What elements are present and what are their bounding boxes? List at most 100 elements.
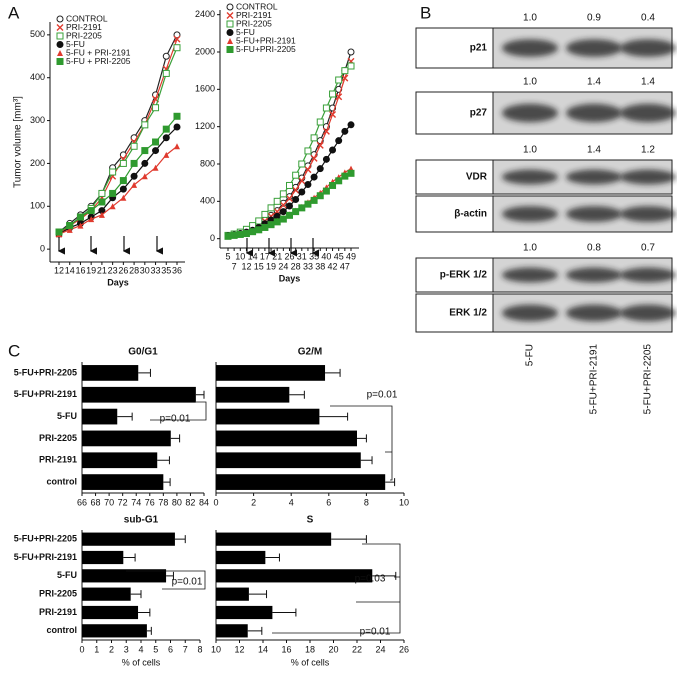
point	[226, 20, 234, 28]
point	[131, 181, 138, 188]
bar	[216, 408, 320, 425]
point	[310, 173, 318, 181]
error-bar	[331, 535, 367, 544]
point	[162, 69, 170, 77]
point	[347, 48, 355, 56]
point	[173, 35, 181, 43]
legend-label: 5-FU + PRI-2191	[66, 47, 131, 57]
chart-title: G2/M	[298, 347, 322, 358]
point	[316, 141, 324, 149]
point	[88, 216, 95, 223]
point	[230, 231, 238, 239]
point	[98, 198, 106, 206]
y-tick-label: 0	[210, 233, 215, 243]
point	[152, 138, 160, 146]
point	[335, 93, 343, 101]
x-tick-label: 24	[375, 644, 385, 654]
y-tick-label: 500	[30, 29, 45, 39]
bar	[82, 532, 175, 546]
x-tick-label: 35	[309, 251, 319, 261]
point	[273, 218, 281, 226]
x-tick-label: 18	[305, 644, 315, 654]
point	[286, 211, 293, 219]
point	[261, 210, 269, 218]
point	[98, 211, 105, 218]
y-tick-label: 2400	[195, 9, 215, 19]
point	[76, 213, 84, 221]
legend-label: 5-FU	[236, 27, 255, 37]
x-tick-label: 7	[183, 644, 188, 654]
point	[322, 127, 330, 135]
bar	[82, 365, 139, 381]
category-label: PRI-2205	[39, 589, 77, 599]
point	[56, 41, 64, 48]
point	[341, 172, 349, 180]
error-bar	[372, 571, 397, 580]
x-tick-label: 12	[54, 265, 64, 275]
point	[141, 147, 149, 155]
blot-label-cell	[415, 27, 494, 69]
x-axis-label: % of cells	[291, 657, 330, 667]
point	[322, 187, 330, 195]
point	[109, 168, 117, 176]
point	[66, 222, 74, 230]
category-label: 5-FU+PRI-2205	[14, 534, 77, 544]
point	[226, 3, 234, 11]
point	[322, 155, 330, 163]
bar	[82, 605, 139, 620]
chart-title: sub-G1	[124, 515, 159, 526]
y-tick-label: 2000	[195, 46, 215, 56]
point	[304, 181, 312, 189]
blot-level: 1.4	[587, 77, 601, 88]
bar	[216, 430, 357, 447]
bar	[216, 569, 373, 583]
bar	[82, 587, 131, 601]
x-tick-label: 17	[260, 251, 270, 261]
error-bar	[146, 626, 152, 635]
point	[273, 197, 281, 205]
point	[109, 203, 116, 210]
chart-title: S	[307, 515, 314, 526]
x-tick-label: 36	[172, 265, 182, 275]
bar	[82, 474, 164, 490]
x-axis-label: % of cells	[122, 657, 161, 667]
point	[286, 195, 293, 203]
category-label: PRI-2205	[39, 433, 77, 443]
point	[162, 125, 170, 133]
blot-band	[502, 267, 558, 283]
blot-label-cell	[415, 293, 494, 333]
x-tick-label: 78	[158, 497, 168, 507]
bar	[82, 408, 118, 425]
point	[279, 208, 287, 216]
error-bar	[170, 434, 181, 443]
blot-level: 1.4	[587, 145, 601, 156]
error-bar	[357, 434, 367, 443]
point	[279, 190, 287, 198]
point	[335, 137, 343, 145]
blot-band	[620, 169, 676, 185]
point	[130, 159, 138, 167]
point	[304, 200, 312, 208]
point	[292, 195, 300, 203]
point	[119, 159, 127, 167]
x-tick-label: 76	[145, 497, 155, 507]
point	[304, 147, 312, 155]
bar	[216, 587, 249, 601]
blot-level: 1.0	[523, 13, 537, 24]
bar	[216, 532, 332, 546]
point	[56, 24, 64, 31]
legend-label: PRI-2205	[66, 30, 102, 40]
point	[55, 228, 63, 236]
bar	[216, 365, 326, 381]
point	[335, 76, 343, 84]
x-axis-label: Days	[279, 273, 301, 283]
point	[163, 151, 170, 158]
x-tick-label: 10	[211, 644, 221, 654]
point	[152, 104, 160, 112]
point	[56, 32, 64, 40]
point	[310, 196, 318, 204]
point	[130, 172, 138, 180]
category-label: control	[47, 625, 78, 635]
x-tick-label: 19	[266, 261, 276, 271]
x-tick-label: 22	[352, 644, 362, 654]
